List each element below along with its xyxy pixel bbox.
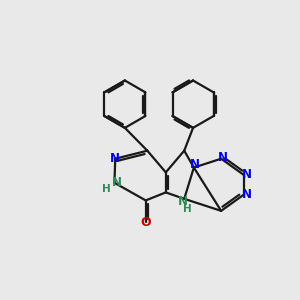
Text: N: N [242,168,251,181]
Text: O: O [140,216,151,229]
Text: N: N [110,152,120,165]
Text: H: H [102,184,111,194]
Text: N: N [178,195,188,208]
Text: N: N [190,158,200,171]
Text: N: N [112,176,122,189]
Text: N: N [242,188,251,201]
Text: H: H [183,204,191,214]
Text: N: N [218,151,228,164]
